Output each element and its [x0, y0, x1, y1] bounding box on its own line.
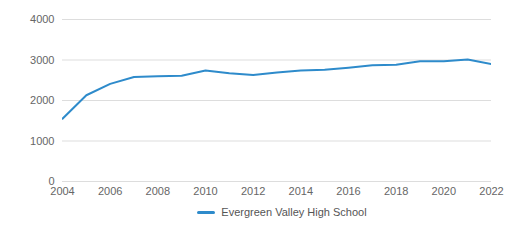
html-text:Evergreen Valley High School: Evergreen Valley High School — [221, 206, 367, 218]
svg-text:2004: 2004 — [50, 185, 74, 197]
svg-text:4000: 4000 — [30, 13, 54, 25]
svg-text:2014: 2014 — [289, 185, 313, 197]
svg-text:2012: 2012 — [241, 185, 265, 197]
svg-text:1000: 1000 — [30, 135, 54, 147]
svg-text:2008: 2008 — [146, 185, 170, 197]
svg-text:0: 0 — [48, 175, 55, 187]
svg-text:3000: 3000 — [30, 54, 54, 66]
svg-text:2018: 2018 — [384, 185, 408, 197]
svg-text:2006: 2006 — [98, 185, 122, 197]
svg-text:2010: 2010 — [193, 185, 217, 197]
svg-text:2022: 2022 — [479, 185, 503, 197]
svg-text:2000: 2000 — [30, 94, 54, 106]
svg-text:2016: 2016 — [336, 185, 360, 197]
svg-text:2020: 2020 — [432, 185, 456, 197]
